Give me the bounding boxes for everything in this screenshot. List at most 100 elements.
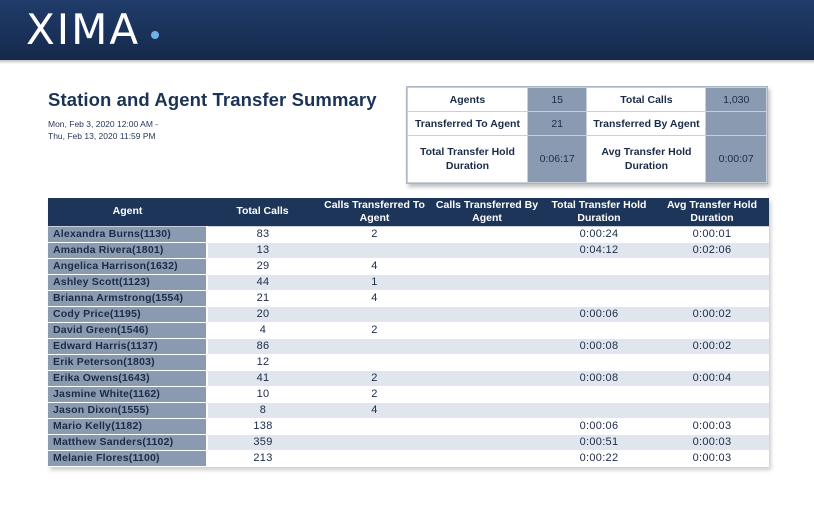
- cell-agent: Brianna Armstrong(1554): [48, 290, 208, 307]
- cell-total-hold: 0:00:06: [543, 306, 655, 323]
- cell-total-hold: 0:00:08: [543, 338, 655, 355]
- table-row: Angelica Harrison(1632) 29 4: [48, 258, 769, 275]
- cell-agent: Erika Owens(1643): [48, 370, 208, 387]
- cell-total-hold: [543, 290, 655, 307]
- cell-transferred-to: [318, 354, 431, 371]
- cell-agent: Amanda Rivera(1801): [48, 242, 208, 259]
- agent-transfer-table: Agent Total Calls Calls Transferred To A…: [48, 198, 769, 467]
- cell-transferred-to: 1: [318, 274, 431, 291]
- transferred-by-value: [705, 111, 767, 137]
- total-hold-label: Total Transfer Hold Duration: [407, 135, 528, 183]
- cell-total-hold: 0:00:22: [543, 450, 655, 467]
- cell-total-hold: 0:00:06: [543, 418, 655, 435]
- transferred-to-value: 21: [526, 111, 588, 137]
- cell-avg-hold: 0:00:02: [655, 306, 769, 323]
- cell-avg-hold: [655, 354, 769, 371]
- cell-transferred-by: [431, 418, 543, 435]
- table-row: Edward Harris(1137) 86 0:00:08 0:00:02: [48, 338, 769, 355]
- report-date-range: Mon, Feb 3, 2020 12:00 AM - Thu, Feb 13,…: [48, 118, 158, 142]
- cell-total-calls: 359: [207, 434, 318, 451]
- cell-agent: Alexandra Burns(1130): [48, 226, 208, 243]
- cell-total-calls: 86: [207, 338, 318, 355]
- cell-transferred-by: [431, 274, 543, 291]
- table-row: Cody Price(1195) 20 0:00:06 0:00:02: [48, 306, 769, 323]
- cell-total-hold: [543, 258, 655, 275]
- total-calls-label: Total Calls: [586, 86, 707, 113]
- cell-total-calls: 83: [207, 226, 318, 243]
- cell-transferred-to: 4: [318, 258, 431, 275]
- cell-transferred-by: [431, 386, 543, 403]
- cell-transferred-to: 2: [318, 322, 431, 339]
- total-hold-value: 0:06:17: [526, 135, 588, 183]
- cell-transferred-by: [431, 370, 543, 387]
- cell-avg-hold: 0:00:03: [655, 418, 769, 435]
- date-to: Thu, Feb 13, 2020 11:59 PM: [48, 131, 156, 141]
- cell-total-hold: [543, 354, 655, 371]
- transferred-by-label: Transferred By Agent: [586, 111, 707, 137]
- cell-avg-hold: [655, 274, 769, 291]
- cell-transferred-to: [318, 434, 431, 451]
- cell-avg-hold: [655, 402, 769, 419]
- cell-total-hold: [543, 402, 655, 419]
- cell-avg-hold: 0:00:04: [655, 370, 769, 387]
- cell-transferred-to: [318, 338, 431, 355]
- cell-transferred-to: 4: [318, 290, 431, 307]
- col-header-avg-hold: Avg Transfer Hold Duration: [655, 198, 769, 226]
- table-row: Jason Dixon(1555) 8 4: [48, 402, 769, 419]
- cell-transferred-to: [318, 242, 431, 259]
- cell-avg-hold: 0:02:06: [655, 242, 769, 259]
- cell-transferred-by: [431, 306, 543, 323]
- cell-total-hold: [543, 322, 655, 339]
- cell-total-calls: 10: [207, 386, 318, 403]
- cell-agent: Erik Peterson(1803): [48, 354, 208, 371]
- col-header-transferred-to: Calls Transferred To Agent: [318, 198, 431, 226]
- cell-total-hold: [543, 386, 655, 403]
- cell-total-calls: 20: [207, 306, 318, 323]
- col-header-transferred-by: Calls Transferred By Agent: [431, 198, 543, 226]
- cell-total-hold: 0:00:08: [543, 370, 655, 387]
- cell-total-calls: 21: [207, 290, 318, 307]
- cell-transferred-by: [431, 290, 543, 307]
- cell-agent: Matthew Sanders(1102): [48, 434, 208, 451]
- cell-avg-hold: [655, 258, 769, 275]
- cell-total-calls: 138: [207, 418, 318, 435]
- cell-total-hold: 0:00:51: [543, 434, 655, 451]
- cell-transferred-to: [318, 306, 431, 323]
- cell-total-calls: 44: [207, 274, 318, 291]
- cell-transferred-to: 2: [318, 370, 431, 387]
- table-row: Erik Peterson(1803) 12: [48, 354, 769, 371]
- cell-transferred-to: 2: [318, 226, 431, 243]
- cell-total-calls: 213: [207, 450, 318, 467]
- cell-total-hold: 0:00:24: [543, 226, 655, 243]
- transferred-to-label: Transferred To Agent: [407, 111, 528, 137]
- cell-avg-hold: 0:00:03: [655, 450, 769, 467]
- total-calls-value: 1,030: [705, 86, 767, 113]
- col-header-total-calls: Total Calls: [207, 198, 318, 226]
- agents-value: 15: [526, 86, 588, 113]
- cell-avg-hold: [655, 386, 769, 403]
- cell-agent: Cody Price(1195): [48, 306, 208, 323]
- cell-transferred-by: [431, 450, 543, 467]
- table-row: Matthew Sanders(1102) 359 0:00:51 0:00:03: [48, 434, 769, 451]
- cell-total-calls: 41: [207, 370, 318, 387]
- cell-transferred-by: [431, 226, 543, 243]
- cell-total-hold: 0:04:12: [543, 242, 655, 259]
- table-row: Melanie Flores(1100) 213 0:00:22 0:00:03: [48, 450, 769, 467]
- cell-transferred-by: [431, 322, 543, 339]
- cell-agent: David Green(1546): [48, 322, 208, 339]
- header-banner: XIMA: [0, 0, 814, 64]
- summary-box: Agents 15 Total Calls 1,030 Transferred …: [406, 86, 768, 184]
- cell-agent: Jasmine White(1162): [48, 386, 208, 403]
- cell-transferred-by: [431, 258, 543, 275]
- cell-transferred-by: [431, 338, 543, 355]
- cell-transferred-to: 4: [318, 402, 431, 419]
- cell-agent: Mario Kelly(1182): [48, 418, 208, 435]
- cell-total-calls: 4: [207, 322, 318, 339]
- table-row: Amanda Rivera(1801) 13 0:04:12 0:02:06: [48, 242, 769, 259]
- report-title: Station and Agent Transfer Summary: [48, 89, 377, 110]
- cell-agent: Jason Dixon(1555): [48, 402, 208, 419]
- cell-transferred-to: [318, 450, 431, 467]
- avg-hold-label: Avg Transfer Hold Duration: [586, 135, 707, 183]
- cell-transferred-to: 2: [318, 386, 431, 403]
- avg-hold-value: 0:00:07: [705, 135, 767, 183]
